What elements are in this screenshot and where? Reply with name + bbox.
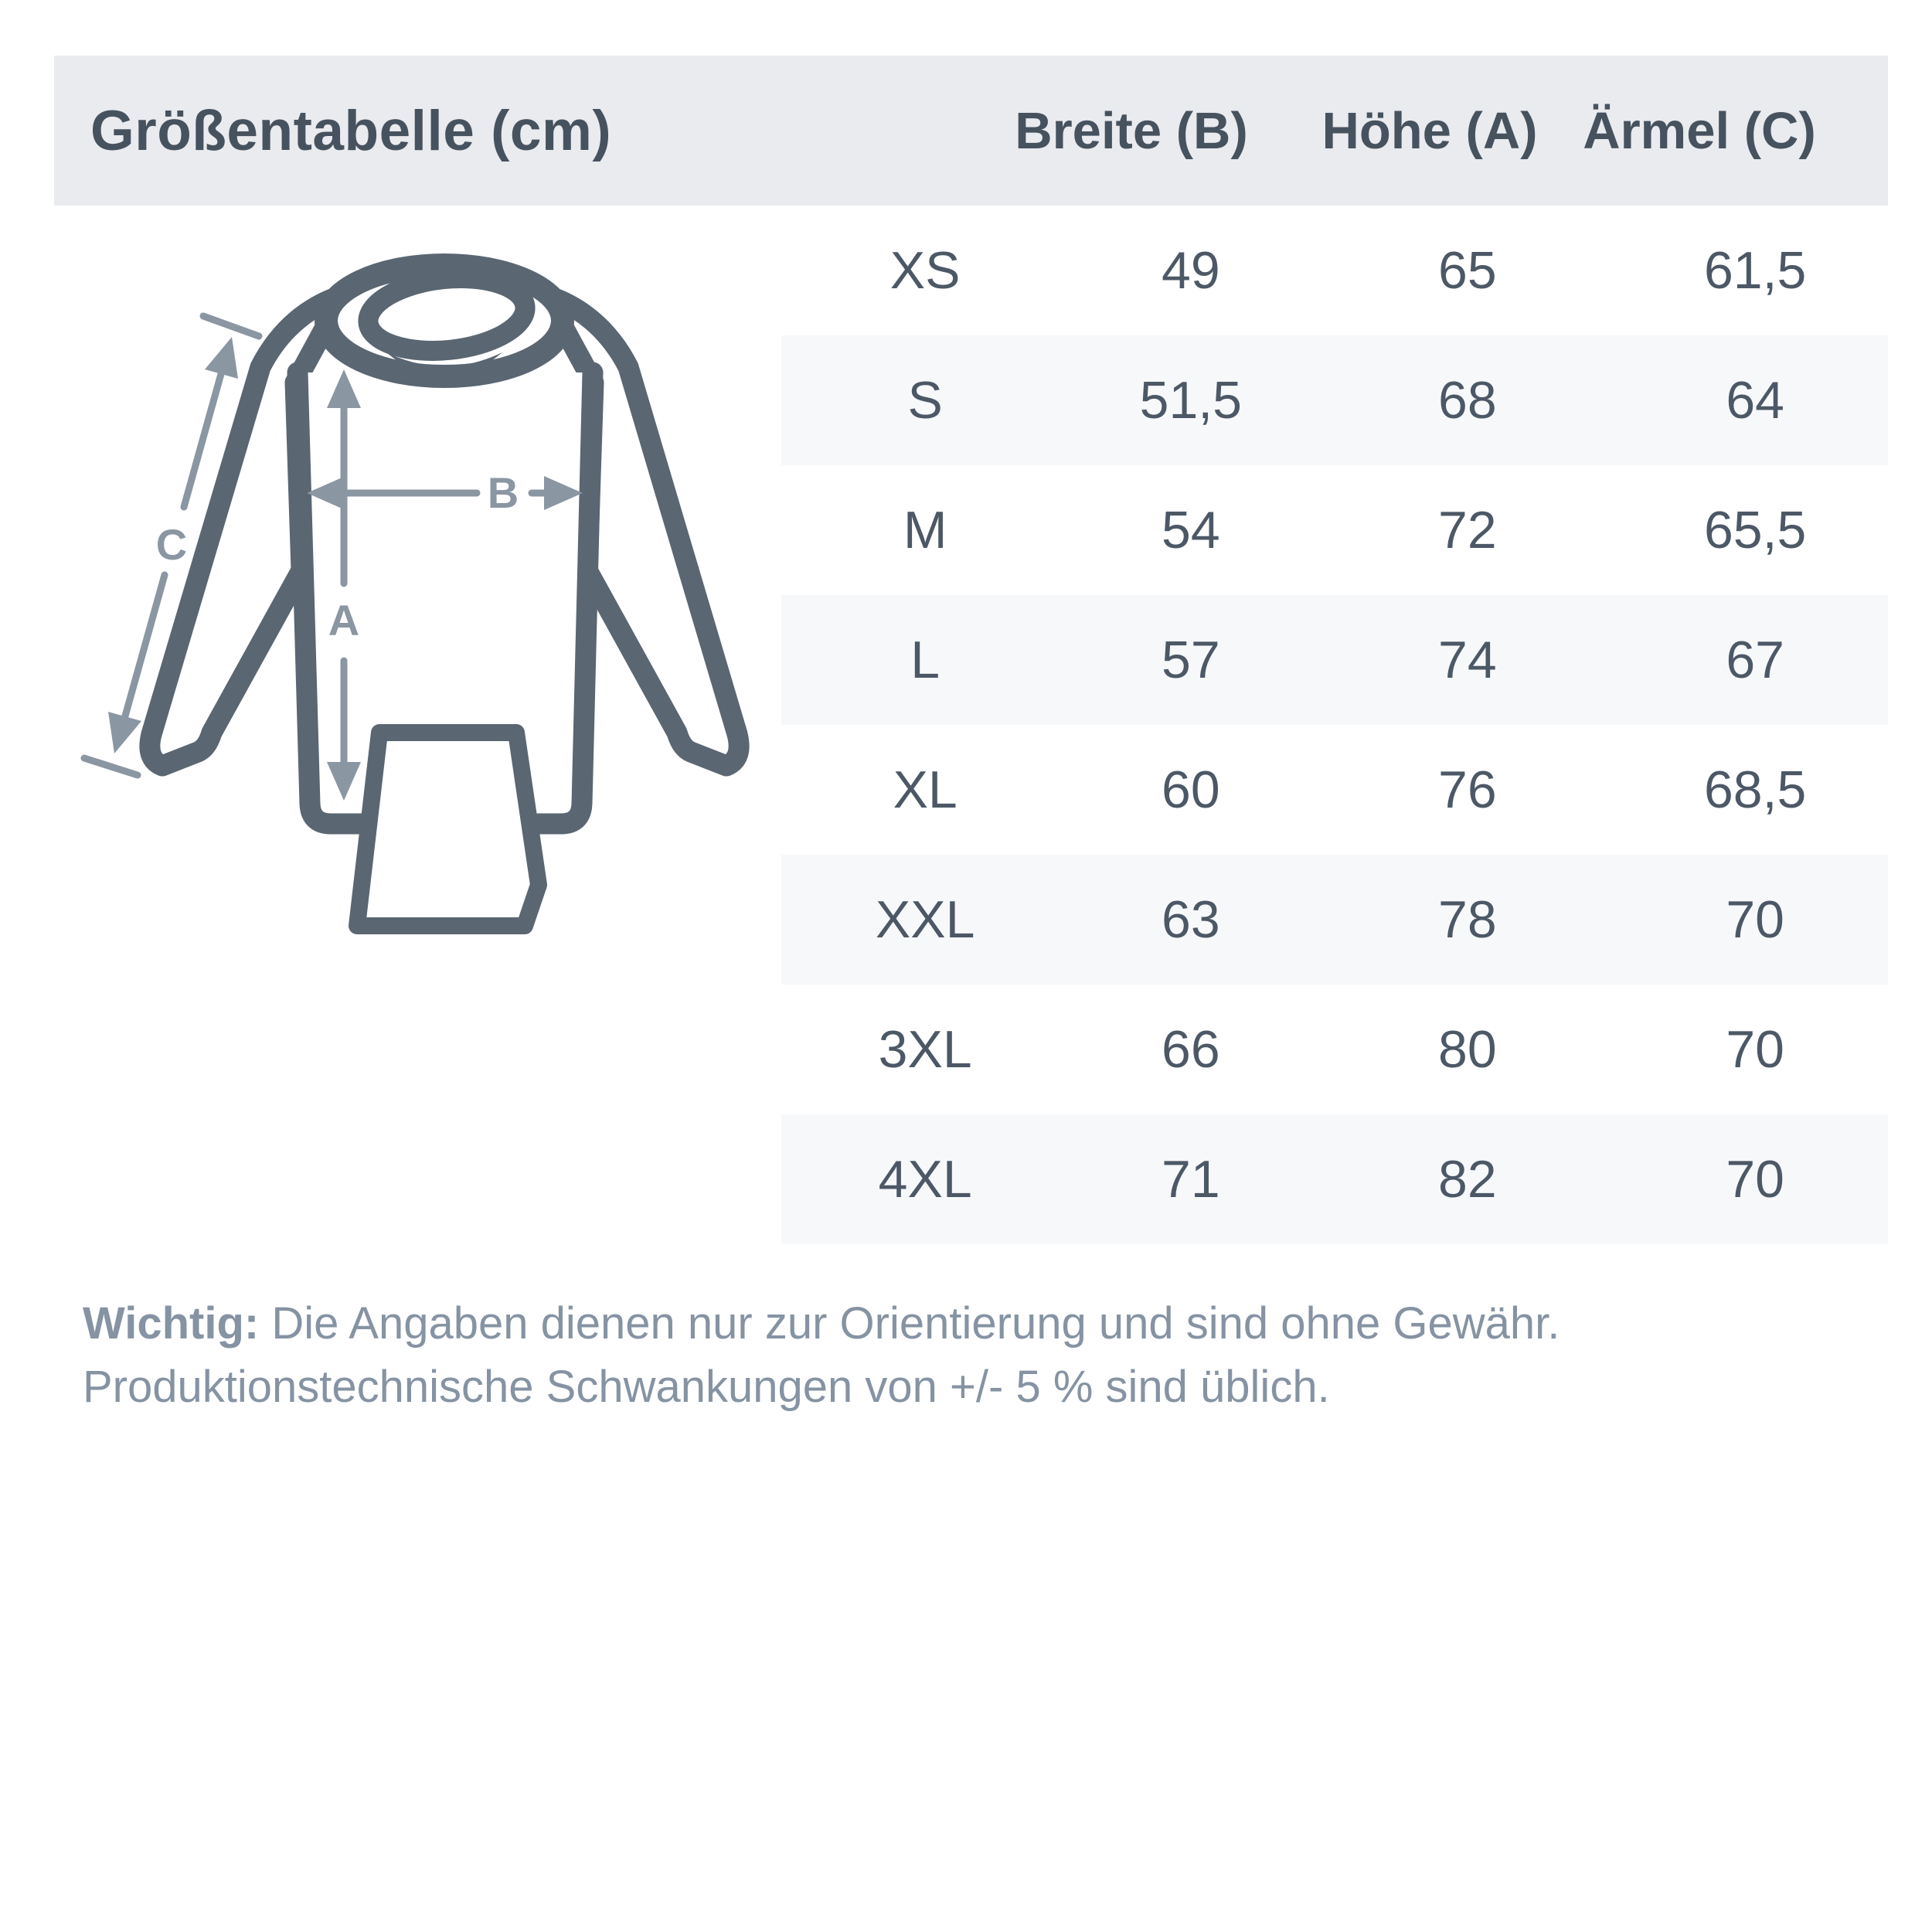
arrow-c-down-head — [108, 712, 141, 753]
column-header-aermel: Ärmel (C) — [1583, 101, 1816, 160]
arrow-b-left-head — [307, 476, 345, 510]
column-header-breite: Breite (B) — [1015, 101, 1248, 160]
aermel-value-cell: 65,5 — [1703, 501, 1807, 560]
label-c: C — [156, 520, 187, 569]
aermel-value-cell: 70 — [1726, 1150, 1784, 1209]
hoodie-diagram: A B C — [80, 253, 750, 934]
aermel-value-cell: 61,5 — [1703, 241, 1807, 300]
hoehe-value-cell: 72 — [1438, 501, 1497, 560]
table-row: 4XL 71 82 70 — [781, 1114, 1888, 1244]
hoehe-value-cell: 78 — [1438, 890, 1497, 949]
table-row: XXL 63 78 70 — [781, 855, 1888, 985]
disclaimer-note: Wichtig: Die Angaben dienen nur zur Orie… — [83, 1292, 1876, 1419]
measure-arrow-c: C — [80, 312, 263, 779]
hood-inner-outline — [358, 268, 536, 361]
arrow-b-right-head — [544, 476, 583, 510]
note-line-1: Wichtig: Die Angaben dienen nur zur Orie… — [83, 1298, 1560, 1349]
hoodie-pocket — [349, 724, 547, 934]
label-a: A — [328, 596, 359, 645]
size-label-cell: XL — [893, 760, 957, 819]
measure-arrow-b: B — [307, 468, 583, 517]
breite-value-cell: 63 — [1162, 890, 1220, 949]
label-b: B — [488, 468, 519, 517]
hoehe-value-cell: 68 — [1438, 371, 1497, 430]
size-table: XS 49 65 61,5 S 51,5 68 64 M 54 72 65,5 … — [781, 206, 1888, 1244]
aermel-value-cell: 70 — [1726, 1020, 1784, 1079]
hoehe-value-cell: 80 — [1438, 1020, 1497, 1079]
hoehe-value-cell: 74 — [1438, 631, 1497, 689]
table-row: XS 49 65 61,5 — [781, 206, 1888, 335]
size-label-cell: 3XL — [878, 1020, 972, 1079]
hoehe-value-cell: 76 — [1438, 760, 1497, 819]
hoehe-value-cell: 82 — [1438, 1150, 1497, 1209]
table-row: L 57 74 67 — [781, 595, 1888, 725]
table-row: 3XL 66 80 70 — [781, 985, 1888, 1114]
hoehe-value-cell: 65 — [1438, 241, 1497, 300]
arrow-a-up-head — [327, 369, 361, 408]
note-label: Wichtig: — [83, 1298, 260, 1349]
breite-value-cell: 71 — [1162, 1150, 1220, 1209]
breite-value-cell: 49 — [1162, 241, 1220, 300]
table-row: XL 60 76 68,5 — [781, 725, 1888, 855]
size-label-cell: L — [910, 631, 940, 689]
size-label-cell: M — [903, 501, 947, 560]
page-title: Größentabelle (cm) — [90, 99, 612, 162]
aermel-value-cell: 64 — [1726, 371, 1784, 430]
aermel-value-cell: 70 — [1726, 890, 1784, 949]
table-row: M 54 72 65,5 — [781, 465, 1888, 595]
breite-value-cell: 60 — [1162, 760, 1220, 819]
aermel-value-cell: 67 — [1726, 631, 1784, 689]
arrow-a-down-head — [327, 762, 361, 801]
breite-value-cell: 66 — [1162, 1020, 1220, 1079]
table-row: S 51,5 68 64 — [781, 335, 1888, 465]
breite-value-cell: 57 — [1162, 631, 1220, 689]
size-label-cell: XS — [889, 241, 961, 300]
header-bar: Größentabelle (cm) Breite (B) Höhe (A) Ä… — [54, 56, 1888, 206]
arrow-c-up-head — [205, 337, 238, 379]
size-label-cell: 4XL — [878, 1150, 972, 1209]
size-label-cell: S — [907, 371, 943, 430]
aermel-value-cell: 68,5 — [1703, 760, 1807, 819]
breite-value-cell: 54 — [1162, 501, 1220, 560]
hood-bottom-shade — [386, 352, 502, 377]
column-header-hoehe: Höhe (A) — [1321, 101, 1538, 160]
note-line-2: Produktionstechnische Schwankungen von +… — [83, 1362, 1330, 1412]
breite-value-cell: 51,5 — [1139, 371, 1242, 430]
size-label-cell: XXL — [875, 890, 975, 949]
